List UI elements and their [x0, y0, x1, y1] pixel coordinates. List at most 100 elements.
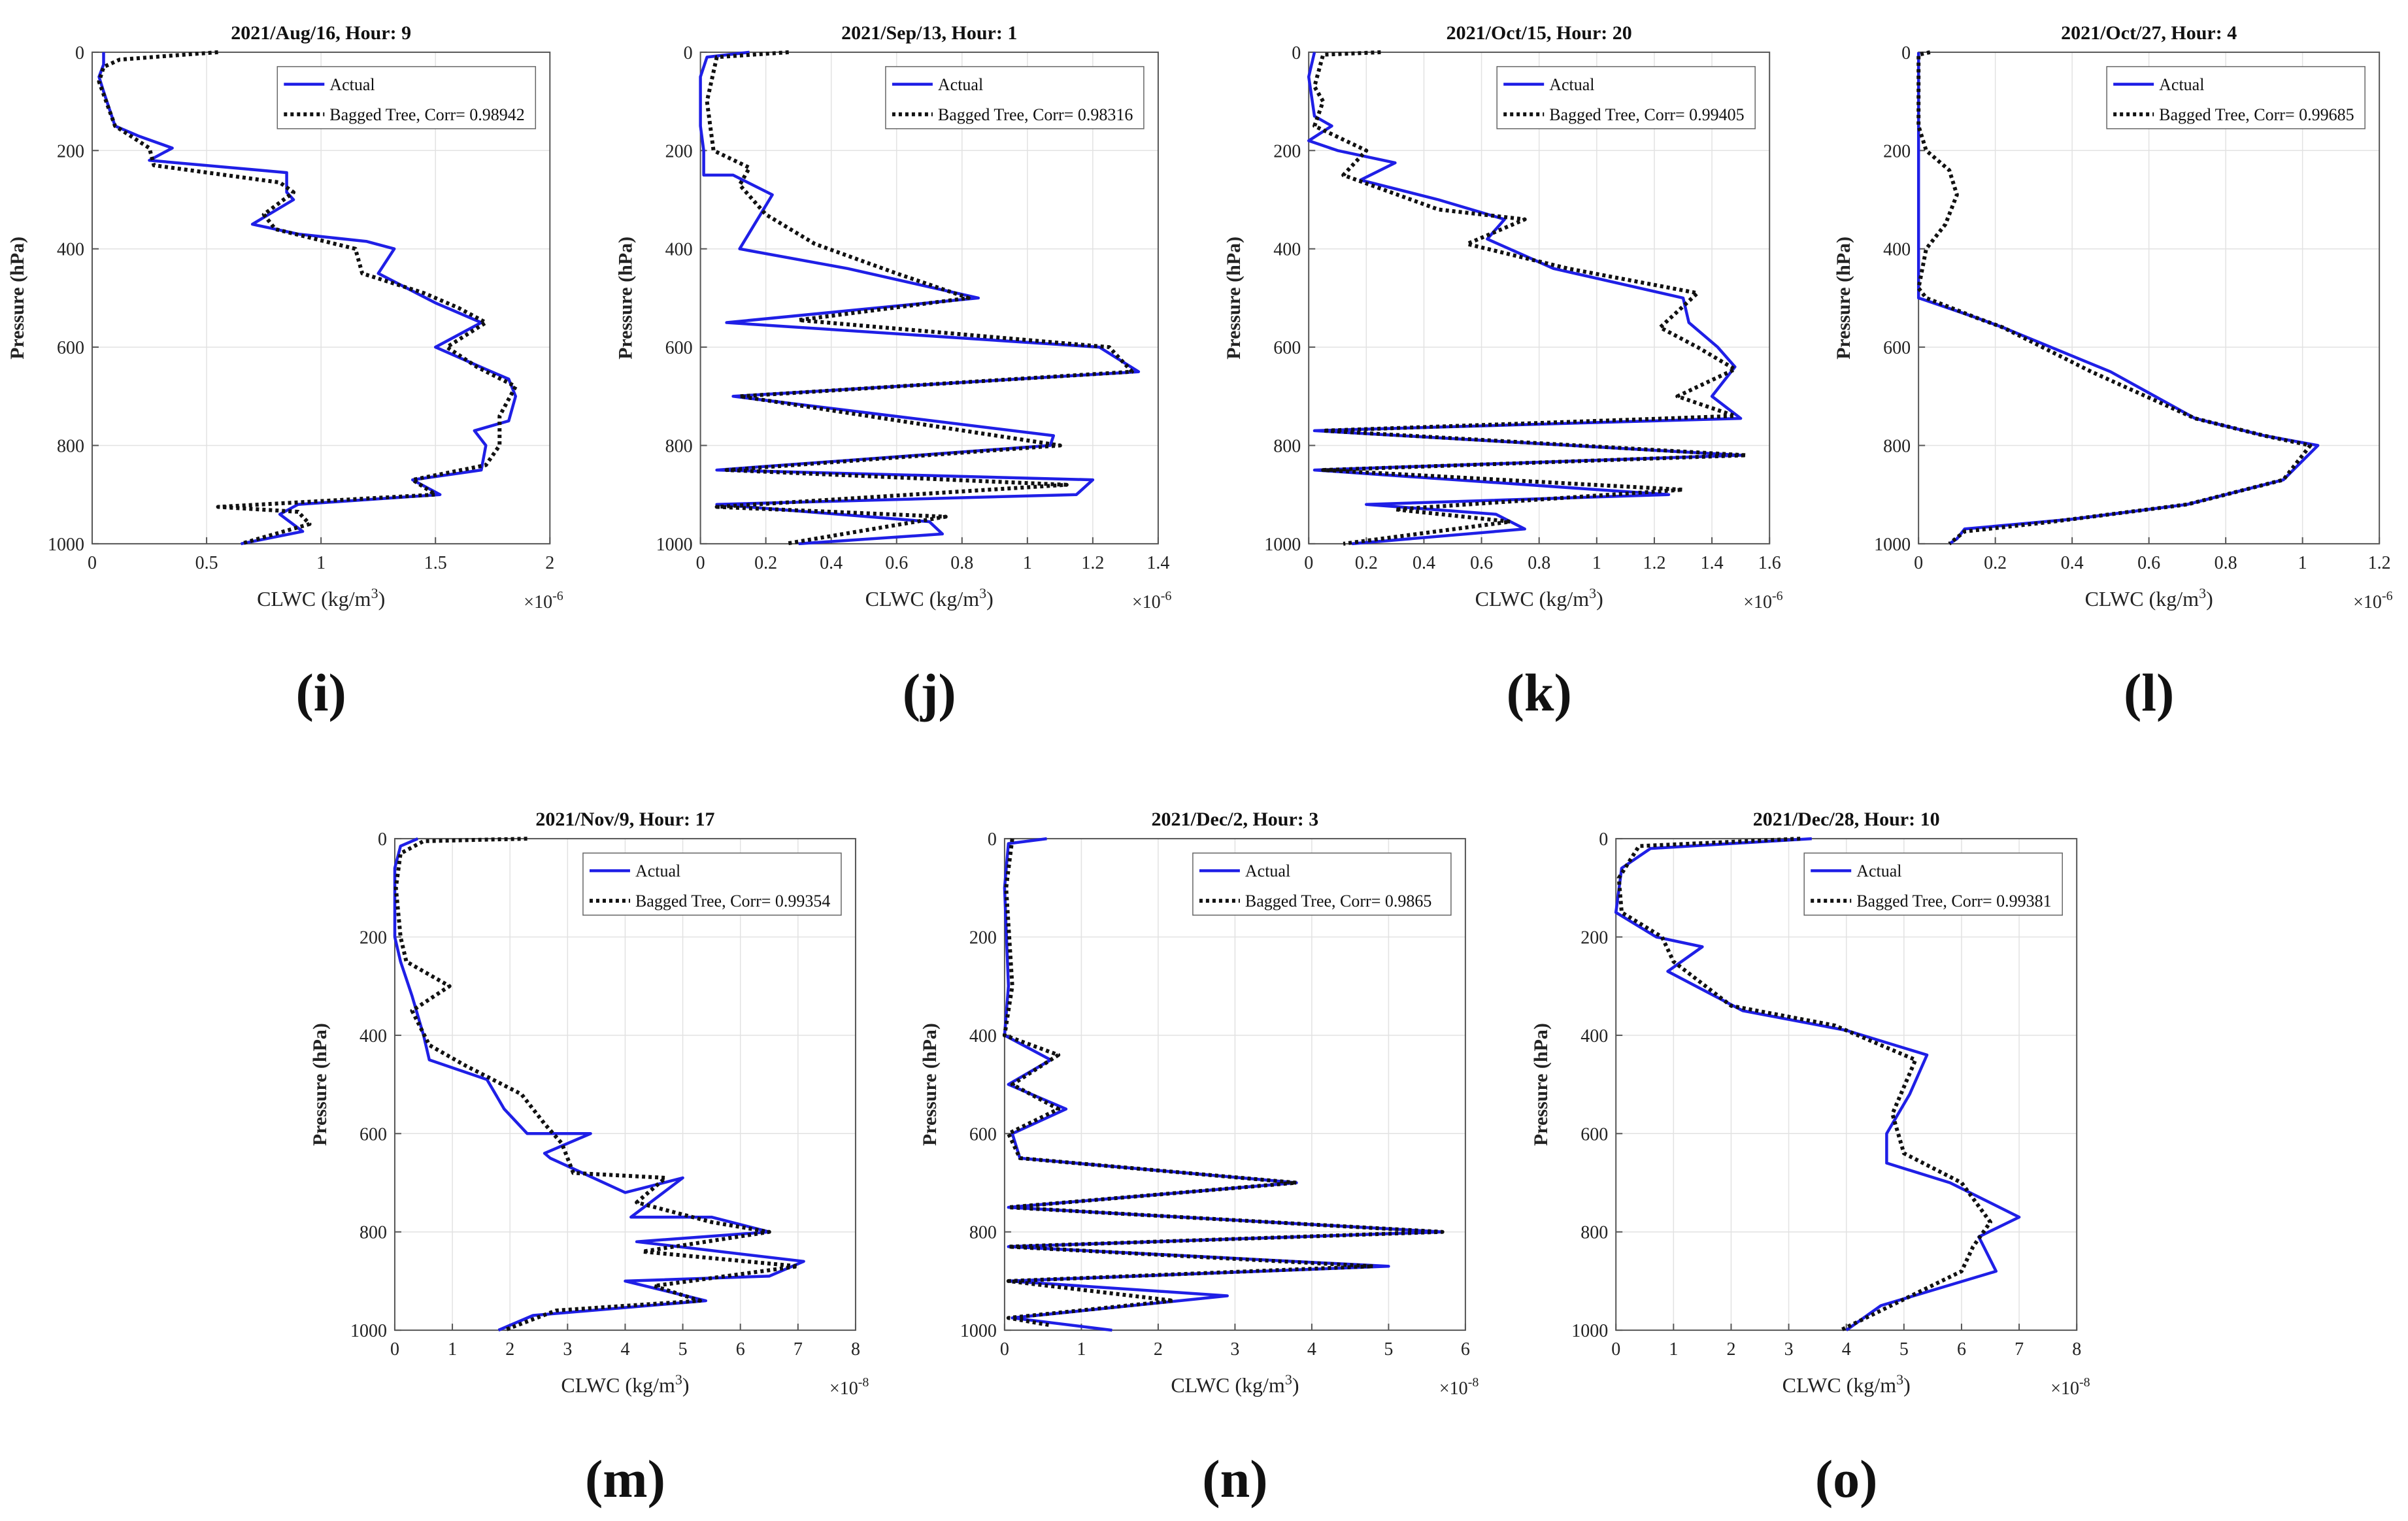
series-line-bagged-tree — [97, 50, 518, 546]
y-tick-label: 800 — [1273, 437, 1301, 457]
x-axis-label-tail: ) — [378, 587, 386, 610]
x-tick-label: 5 — [1899, 1339, 1909, 1360]
legend-label: Actual — [938, 75, 983, 94]
y-tick-label: 600 — [1883, 338, 1911, 358]
y-tick-label: 600 — [969, 1124, 997, 1145]
y-tick-label: 1000 — [960, 1321, 997, 1341]
legend-label: Bagged Tree, Corr= 0.98316 — [938, 105, 1133, 124]
legend-label: Actual — [635, 861, 680, 880]
x-tick-label: 1 — [316, 553, 326, 573]
x-exponent-base: ×10 — [1439, 1379, 1468, 1399]
x-exponent-power: -8 — [2079, 1375, 2090, 1390]
x-exponent-label: ×10-6 — [1743, 589, 1782, 612]
x-axis-label: CLWC (kg/m3) — [257, 585, 385, 610]
x-exponent-label: ×10-8 — [2050, 1375, 2090, 1399]
x-tick-label: 1.5 — [424, 553, 447, 573]
series-line-bagged-tree — [1002, 838, 1445, 1328]
y-tick-label: 1000 — [656, 535, 693, 555]
x-tick-label: 1.2 — [2368, 553, 2391, 573]
x-tick-label: 2 — [545, 553, 554, 573]
y-tick-label: 600 — [1580, 1124, 1608, 1145]
x-tick-label: 8 — [851, 1339, 860, 1360]
x-axis-label-tail: ) — [1292, 1373, 1299, 1397]
x-axis-label-sup: 3 — [675, 1371, 682, 1388]
x-axis-label-main: CLWC (kg/m — [1475, 587, 1590, 610]
x-tick-label: 0.6 — [2137, 553, 2160, 573]
y-tick-label: 800 — [57, 437, 84, 457]
x-tick-label: 1.6 — [1758, 553, 1781, 573]
y-tick-label: 200 — [1580, 928, 1608, 948]
x-tick-label: 1 — [1669, 1339, 1678, 1360]
panel-tag: (k) — [1507, 663, 1572, 722]
chart-title: 2021/Nov/9, Hour: 17 — [535, 809, 714, 830]
x-tick-label: 6 — [736, 1339, 745, 1360]
x-tick-label: 0.8 — [1528, 553, 1550, 573]
x-tick-label: 0 — [390, 1339, 399, 1360]
legend: Actual Bagged Tree, Corr= 0.99381 — [1803, 852, 2063, 916]
legend-box — [2106, 66, 2366, 129]
legend-label: Bagged Tree, Corr= 0.99381 — [1856, 892, 2051, 911]
x-tick-label: 3 — [563, 1339, 572, 1360]
y-tick-label: 800 — [969, 1223, 997, 1243]
x-tick-label: 0.8 — [2215, 553, 2237, 573]
x-axis-label-tail: ) — [986, 587, 994, 610]
y-tick-label: 200 — [665, 141, 693, 161]
y-tick-label: 600 — [360, 1124, 387, 1145]
x-tick-label: 1 — [1592, 553, 1601, 573]
panel-tag: (o) — [1815, 1449, 1878, 1509]
x-axis-label: CLWC (kg/m3) — [1782, 1371, 1911, 1397]
chart-title: 2021/Oct/27, Hour: 4 — [2061, 22, 2237, 44]
series-line-actual — [97, 52, 518, 546]
x-exponent-power: -6 — [2382, 589, 2393, 603]
legend: Actual Bagged Tree, Corr= 0.98316 — [885, 66, 1145, 129]
x-tick-label: 0.4 — [820, 553, 843, 573]
panel-tag: (l) — [2124, 663, 2174, 722]
legend-box — [1192, 852, 1452, 916]
legend-label: Actual — [1856, 861, 1901, 880]
x-axis-label-sup: 3 — [1589, 585, 1596, 601]
x-exponent-label: ×10-8 — [829, 1375, 869, 1399]
y-tick-label: 400 — [1883, 240, 1911, 260]
x-tick-label: 4 — [620, 1339, 629, 1360]
legend-box — [1496, 66, 1756, 129]
x-axis-label-main: CLWC (kg/m — [1171, 1373, 1285, 1397]
x-exponent-label: ×10-6 — [1132, 589, 1171, 612]
legend: Actual Bagged Tree, Corr= 0.99354 — [582, 852, 842, 916]
x-tick-label: 0 — [696, 553, 705, 573]
series-line-bagged-tree — [1916, 50, 2313, 546]
x-tick-label: 1.2 — [1643, 553, 1665, 573]
y-tick-label: 200 — [360, 928, 387, 948]
y-tick-label: 200 — [57, 141, 84, 161]
x-tick-label: 4 — [1307, 1339, 1316, 1360]
x-exponent-base: ×10 — [2353, 592, 2382, 612]
x-tick-label: 0.4 — [1413, 553, 1435, 573]
y-tick-label: 0 — [1599, 829, 1608, 850]
x-tick-label: 1 — [1077, 1339, 1086, 1360]
y-tick-label: 400 — [360, 1026, 387, 1046]
plot-area — [700, 52, 1158, 544]
x-tick-label: 7 — [2015, 1339, 2024, 1360]
y-tick-label: 800 — [1883, 437, 1911, 457]
chart-title: 2021/Oct/15, Hour: 20 — [1446, 22, 1632, 44]
legend: Actual Bagged Tree, Corr= 0.9865 — [1192, 852, 1452, 916]
y-tick-label: 1000 — [350, 1321, 387, 1341]
x-exponent-label: ×10-6 — [2353, 589, 2392, 612]
y-tick-label: 400 — [1580, 1026, 1608, 1046]
y-tick-label: 400 — [969, 1026, 997, 1046]
legend-label: Bagged Tree, Corr= 0.9865 — [1245, 892, 1431, 911]
legend: Actual Bagged Tree, Corr= 0.99685 — [2106, 66, 2366, 129]
x-axis-label: CLWC (kg/m3) — [1475, 585, 1603, 610]
x-tick-label: 1.4 — [1701, 553, 1724, 573]
series-line-actual — [699, 50, 1141, 546]
y-tick-label: 0 — [988, 829, 997, 850]
y-tick-label: 800 — [1580, 1223, 1608, 1243]
y-axis-label: Pressure (hPa) — [919, 1023, 941, 1146]
y-tick-label: 0 — [1901, 43, 1911, 63]
x-axis-label-tail: ) — [1596, 587, 1603, 610]
chart-panel-3: 0 0.2 0.4 0.6 0.8 1 1.2 1.4 1.6 0 200 400 600 800 1000… — [1223, 22, 1782, 722]
x-tick-label: 6 — [1461, 1339, 1470, 1360]
y-axis-label: Pressure (hPa) — [1833, 237, 1854, 359]
y-tick-label: 1000 — [1874, 535, 1911, 555]
panel-tag: (i) — [295, 663, 346, 722]
